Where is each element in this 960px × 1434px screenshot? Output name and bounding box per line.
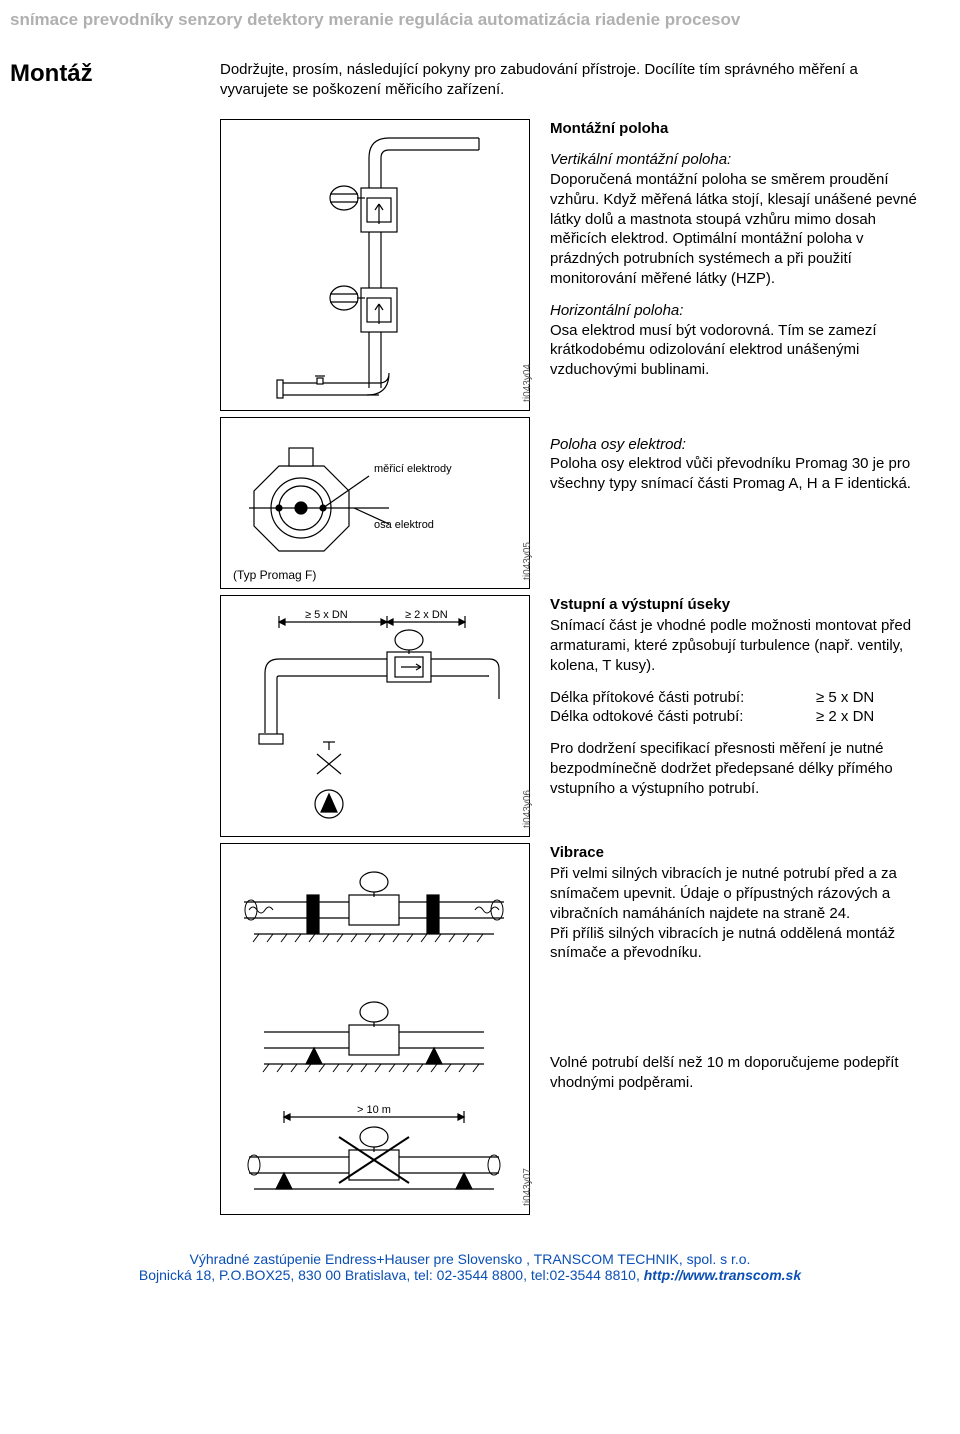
diagram-inlet-outlet: ≥ 5 x DN ≥ 2 x DN xyxy=(229,604,519,834)
text-mounting-position: Montážní poloha Vertikální montážní polo… xyxy=(550,119,930,393)
page-footer: Výhradné zastúpenie Endress+Hauser pre S… xyxy=(10,1251,930,1283)
para-inlet-2: Pro dodržení specifikací přesnosti měřen… xyxy=(550,739,930,798)
text-electrode-axis: Poloha osy elektrod: Poloha osy elektrod… xyxy=(550,417,930,506)
para-vertical: Doporučená montážní poloha se směrem pro… xyxy=(550,171,917,287)
para-vib-3: Volné potrubí delší než 10 m doporučujem… xyxy=(550,1053,930,1093)
figure-code-2: ti043y05 xyxy=(522,542,533,580)
intro-text: Dodržujte, prosím, následující pokyny pr… xyxy=(220,60,930,101)
dim-outlet: ≥ 2 x DN xyxy=(405,609,448,621)
heading-mounting: Montážní poloha xyxy=(550,119,930,139)
footer-url: http://www.transcom.sk xyxy=(644,1267,801,1283)
header-strip: snímace prevodníky senzory detektory mer… xyxy=(10,10,930,30)
para-electrode: Poloha osy elektrod vůči převodníku Prom… xyxy=(550,455,911,492)
footer-line1: Výhradné zastúpenie Endress+Hauser pre S… xyxy=(10,1251,930,1267)
figure-inlet-outlet: ≥ 5 x DN ≥ 2 x DN ti043y06 xyxy=(220,595,530,837)
figure-electrode-axis: měřicí elektrody osa elektrod (Typ Proma… xyxy=(220,417,530,589)
subhead-vertical: Vertikální montážní poloha: xyxy=(550,151,731,168)
dim-10m: > 10 m xyxy=(357,1104,391,1116)
diagram-electrode-axis: měřicí elektrody osa elektrod xyxy=(229,426,519,586)
figure-code-3: ti043y06 xyxy=(522,790,533,828)
diagram-vibration: > 10 m xyxy=(229,852,519,1212)
label-axis: osa elektrod xyxy=(374,519,434,531)
spec-inlet-val: ≥ 5 x DN xyxy=(816,688,930,708)
figure-code-4: ti043y07 xyxy=(522,1168,533,1206)
label-electrodes: měřicí elektrody xyxy=(374,463,452,475)
dim-inlet: ≥ 5 x DN xyxy=(305,609,348,621)
para-vib-1: Při velmi silných vibracích je nutné pot… xyxy=(550,865,897,922)
para-vib-2: Při příliš silných vibracích je nutná od… xyxy=(550,925,895,962)
label-type: (Typ Promag F) xyxy=(233,568,316,582)
text-inlet-outlet: Vstupní a výstupní úseky Snímací část je… xyxy=(550,595,930,811)
heading-vibration: Vibrace xyxy=(550,843,930,863)
subhead-electrode: Poloha osy elektrod: xyxy=(550,436,686,453)
text-vibration: Vibrace Při velmi silných vibracích je n… xyxy=(550,843,930,1105)
footer-line2a: Bojnická 18, P.O.BOX25, 830 00 Bratislav… xyxy=(139,1267,644,1283)
heading-inlet: Vstupní a výstupní úseky xyxy=(550,595,930,615)
spec-table: Délka přítokové části potrubí: ≥ 5 x DN … xyxy=(550,688,930,728)
subhead-horizontal: Horizontální poloha: xyxy=(550,302,683,319)
para-inlet-1: Snímací část je vhodné podle možnosti mo… xyxy=(550,616,930,675)
spec-outlet-val: ≥ 2 x DN xyxy=(816,707,930,727)
figure-code: ti043y04 xyxy=(522,364,533,402)
figure-vibration: > 10 m ti043y07 xyxy=(220,843,530,1215)
spec-inlet-label: Délka přítokové části potrubí: xyxy=(550,688,800,708)
section-title: Montáž xyxy=(10,60,210,88)
figure-mounting-position: ti043y04 xyxy=(220,119,530,411)
para-horizontal: Osa elektrod musí být vodorovná. Tím se … xyxy=(550,322,877,379)
diagram-vertical-mounting xyxy=(229,128,519,403)
spec-outlet-label: Délka odtokové části potrubí: xyxy=(550,707,800,727)
